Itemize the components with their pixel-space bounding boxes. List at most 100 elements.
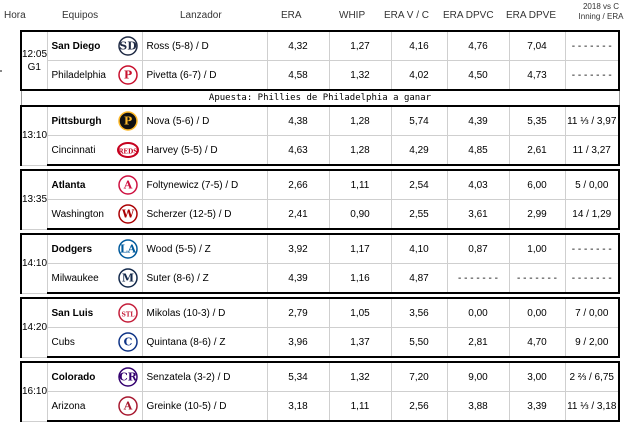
- team-cell: Cincinnati REDS: [46, 135, 143, 166]
- era-cell: 4,58: [266, 60, 330, 91]
- pitcher-cell: Pivetta (6-7) / D: [141, 60, 268, 91]
- margin-marker: [0, 70, 2, 72]
- game-time: 12:05 G1: [20, 30, 48, 91]
- matchups-table: 12:05 G1 San Diego SD Ross (5-8) / D 4,32 1,27…: [20, 30, 620, 422]
- team-name: San Luis: [51, 307, 94, 319]
- table-row: Arizona A Greinke (10-5) / D 3,18 1,11 2,56 3,…: [21, 391, 620, 422]
- era-dpvc-cell: 2,81: [446, 327, 510, 358]
- pitcher-cell: Ross (5-8) / D: [141, 30, 268, 61]
- era-vc-cell: 4,87: [390, 263, 448, 294]
- whip-cell: 1,32: [328, 60, 392, 91]
- whip-cell: 0,90: [328, 199, 392, 230]
- game-number: G1: [27, 61, 41, 73]
- team-name: Colorado: [51, 371, 96, 383]
- era-dpvc-cell: 3,88: [446, 391, 510, 422]
- table-row: 16:10 Colorado CR Senzatela (3-2) / D 5,34 1,…: [20, 361, 620, 422]
- era-dpve-cell: 7,04: [508, 30, 566, 61]
- column-header-row: Hora Equipos Lanzador ERA WHIP ERA V / C…: [0, 0, 640, 30]
- game-time-value: 12:05: [22, 48, 47, 60]
- team-name: Dodgers: [51, 243, 93, 255]
- pitcher-cell: Greinke (10-5) / D: [141, 391, 268, 422]
- whip-cell: 1,32: [328, 361, 392, 392]
- header-era-vc: ERA V / C: [384, 10, 430, 21]
- table-row: Milwaukee M Suter (8-6) / Z 4,39 1,16 4,87- -…: [21, 263, 620, 294]
- era-cell: 4,32: [266, 30, 330, 61]
- era-dpvc-cell: 0,00: [446, 297, 510, 328]
- pitcher-cell: Harvey (5-5) / D: [141, 135, 268, 166]
- team-name: Pittsburgh: [51, 115, 102, 127]
- pitcher-cell: Scherzer (12-5) / D: [141, 199, 268, 230]
- vs-team-cell: 14 / 1,29: [564, 199, 620, 230]
- era-dpve-cell: 5,35: [508, 105, 566, 136]
- whip-cell: 1,28: [328, 135, 392, 166]
- header-era-dpve: ERA DPVE: [506, 10, 557, 21]
- header-whip: WHIP: [339, 10, 366, 21]
- whip-cell: 1,11: [328, 169, 392, 200]
- game-time: 16:10: [20, 361, 48, 422]
- matchups-body: 12:05 G1 San Diego SD Ross (5-8) / D 4,32 1,27…: [20, 30, 620, 422]
- whip-cell: 1,05: [328, 297, 392, 328]
- era-dpve-cell: 4,70: [508, 327, 566, 358]
- era-dpvc-cell: 9,00: [446, 361, 510, 392]
- era-dpve-cell: 2,99: [508, 199, 566, 230]
- svg-text:STL: STL: [121, 312, 135, 319]
- team-name: Washington: [51, 208, 104, 220]
- era-dpvc-cell: 4,03: [446, 169, 510, 200]
- team-cell: Pittsburgh P: [46, 105, 143, 136]
- braves-logo: A: [117, 175, 138, 195]
- nationals-logo: W: [117, 204, 138, 224]
- era-cell: 5,34: [266, 361, 330, 392]
- whip-cell: 1,16: [328, 263, 392, 294]
- era-vc-cell: 7,20: [390, 361, 448, 392]
- era-dpvc-cell: - - - - - - -: [446, 263, 510, 294]
- whip-cell: 1,28: [328, 105, 392, 136]
- game-time-value: 13:10: [22, 130, 47, 142]
- table-row: Cubs C Quintana (8-6) / Z 3,96 1,37 5,50 2,81 4…: [21, 327, 620, 358]
- svg-text:P: P: [123, 69, 131, 82]
- svg-text:A: A: [122, 179, 132, 192]
- era-vc-cell: 2,55: [390, 199, 448, 230]
- vs-team-cell: - - - - - - -: [564, 233, 620, 264]
- diamondbacks-logo: A: [117, 396, 138, 416]
- era-cell: 4,38: [266, 105, 330, 136]
- whip-cell: 1,11: [328, 391, 392, 422]
- team-cell: San Diego SD: [46, 30, 143, 61]
- era-dpvc-cell: 4,85: [446, 135, 510, 166]
- era-dpve-cell: 1,00: [508, 233, 566, 264]
- era-vc-cell: 4,16: [390, 30, 448, 61]
- era-vc-cell: 2,54: [390, 169, 448, 200]
- header-era: ERA: [281, 10, 302, 21]
- era-vc-cell: 4,29: [390, 135, 448, 166]
- era-dpvc-cell: 4,50: [446, 60, 510, 91]
- era-dpvc-cell: 4,39: [446, 105, 510, 136]
- pitcher-cell: Nova (5-6) / D: [141, 105, 268, 136]
- era-cell: 3,92: [266, 233, 330, 264]
- table-row: Cincinnati REDS Harvey (5-5) / D 4,63 1,28 4,…: [21, 135, 620, 166]
- era-vc-cell: 5,74: [390, 105, 448, 136]
- game-time-value: 13:35: [22, 194, 47, 206]
- brewers-logo: M: [117, 268, 138, 288]
- era-cell: 3,96: [266, 327, 330, 358]
- reds-logo: REDS: [116, 142, 139, 158]
- svg-text:REDS: REDS: [118, 149, 137, 156]
- game-time-value: 14:20: [22, 322, 47, 334]
- era-dpve-cell: - - - - - - -: [508, 263, 566, 294]
- table-row: 14:20 San Luis STL Mikolas (10-3) / D 2,79 1,…: [20, 297, 620, 358]
- era-dpvc-cell: 0,87: [446, 233, 510, 264]
- era-dpve-cell: 0,00: [508, 297, 566, 328]
- team-cell: Philadelphia P: [46, 60, 143, 91]
- vs-team-cell: - - - - - - -: [564, 30, 620, 61]
- team-cell: Washington W: [46, 199, 143, 230]
- rockies-logo: CR: [117, 367, 137, 387]
- vs-team-cell: - - - - - - -: [564, 60, 620, 91]
- era-vc-cell: 4,02: [390, 60, 448, 91]
- whip-cell: 1,17: [328, 233, 392, 264]
- bet-recommendation: Apuesta: Phillies de Philadelphia a gana…: [20, 89, 620, 107]
- era-dpvc-cell: 3,61: [446, 199, 510, 230]
- header-last-line1: 2018 vs C: [582, 2, 620, 11]
- bet-row: Apuesta: Phillies de Philadelphia a gana…: [20, 89, 620, 107]
- pitcher-cell: Quintana (8-6) / Z: [141, 327, 268, 358]
- svg-text:M: M: [121, 272, 133, 285]
- game-time: 14:10: [20, 233, 48, 294]
- cubs-logo: C: [117, 332, 138, 352]
